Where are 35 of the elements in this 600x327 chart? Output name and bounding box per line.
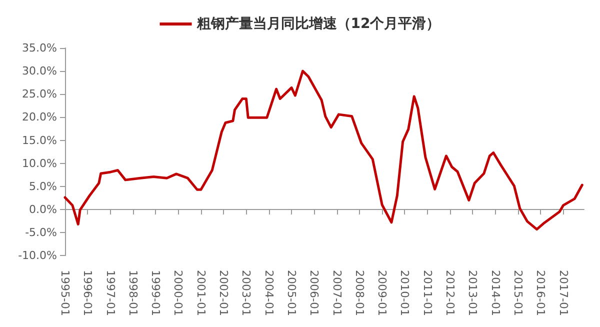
y-tick-label: 20.0% — [22, 110, 57, 124]
legend-label: 粗钢产量当月同比增速（12个月平滑） — [196, 15, 440, 32]
x-tick-label: 2001-01 — [194, 270, 208, 316]
x-tick-label: 1998-01 — [126, 270, 140, 316]
x-tick-label: 2011-01 — [420, 270, 434, 316]
x-tick-label: 2006-01 — [308, 270, 321, 316]
x-tick-label: 2000-01 — [172, 270, 185, 316]
y-tick-label: 10.0% — [22, 156, 57, 170]
x-tick-label: 2017-01 — [556, 270, 570, 316]
x-tick-label: 2010-01 — [398, 270, 412, 316]
x-tick-label: 2008-01 — [352, 270, 366, 316]
y-tick-label: 30.0% — [22, 64, 57, 78]
x-tick-label: 2015-01 — [511, 270, 524, 316]
x-tick-label: 2002-01 — [217, 270, 230, 316]
y-tick-label: -10.0% — [18, 249, 57, 262]
x-tick-label: 2014-01 — [488, 270, 502, 316]
line-series — [64, 70, 584, 231]
y-tick-label: 0.0% — [29, 202, 57, 216]
x-tick-label: 2007-01 — [330, 270, 344, 316]
x-tick-label: 1999-01 — [149, 270, 162, 316]
x-tick-label: 2003-01 — [240, 270, 253, 316]
x-tick-label: 1996-01 — [81, 270, 94, 316]
y-tick-label: 15.0% — [22, 134, 57, 147]
y-tick-label: 35.0% — [22, 42, 57, 54]
x-tick-label: 2005-01 — [285, 270, 298, 316]
y-tick-label: 25.0% — [22, 88, 57, 101]
x-tick-label: 2016-01 — [534, 270, 548, 316]
x-tick-label: 2009-01 — [376, 270, 389, 316]
x-tick-label: 2004-01 — [262, 270, 276, 316]
y-tick-label: 5.0% — [29, 180, 57, 193]
y-tick-label: -5.0% — [25, 226, 57, 240]
x-tick-label: 2013-01 — [466, 270, 480, 316]
x-tick-label: 1997-01 — [104, 270, 117, 316]
x-tick-label: 1995-01 — [58, 270, 72, 316]
x-tick-label: 2012-01 — [444, 270, 457, 316]
